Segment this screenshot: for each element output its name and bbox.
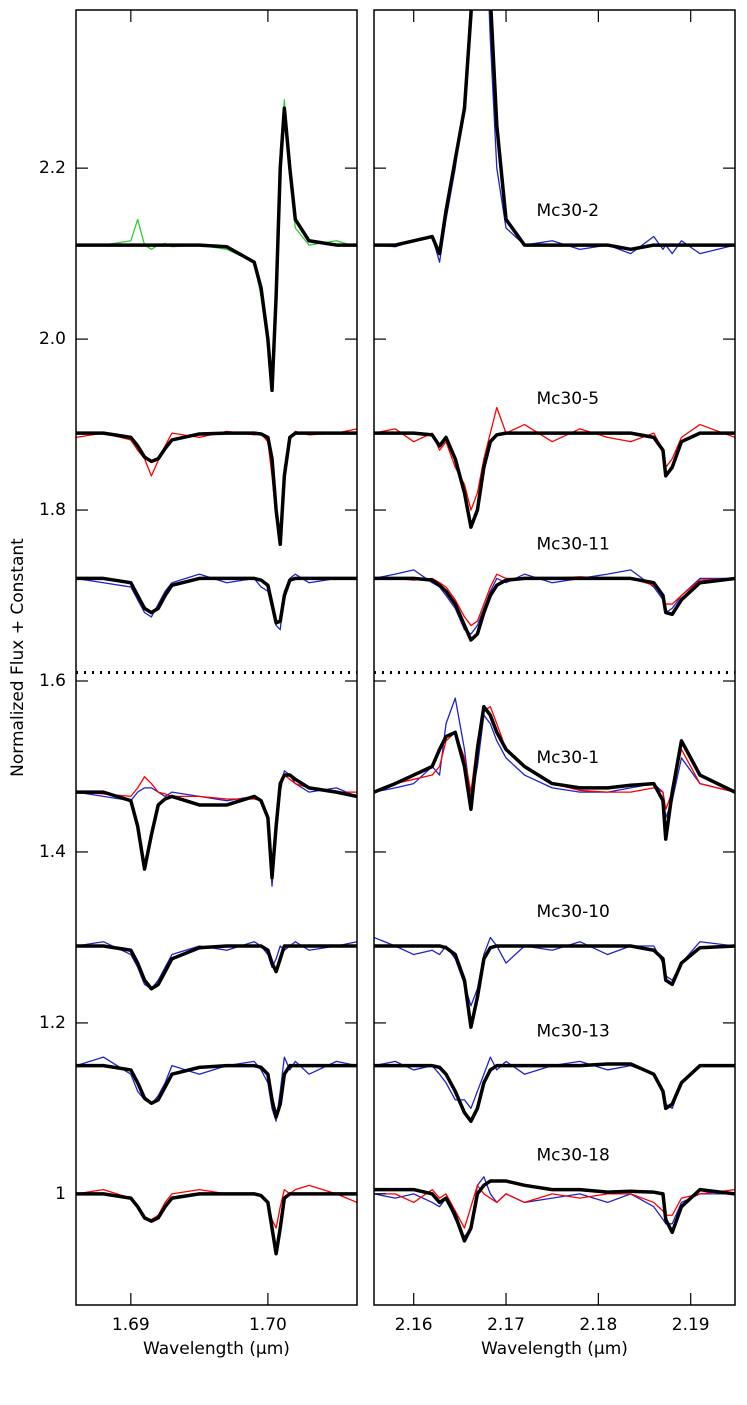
star-label: Mc30-10 [536,902,609,922]
spectrum-line [76,774,357,879]
x-tick-label: 1.69 [112,1315,150,1335]
axes-frame [373,9,736,1306]
star-label: Mc30-2 [536,201,599,221]
spectrum-line [374,706,735,810]
spectrum-line [76,773,357,880]
y-tick-label: 1.8 [39,500,66,520]
star-label: Mc30-11 [536,534,609,554]
spectrum-line [374,944,735,1029]
spectrum-line [76,428,357,537]
spectrum-line [374,406,735,511]
spectrum-line [76,576,357,625]
spectrum-line [374,576,735,642]
x-tick-label: 2.18 [579,1315,617,1335]
plot-area [76,99,357,1256]
x-tick-label: 2.19 [672,1315,710,1335]
spectrum-line [374,1179,735,1243]
x-axis-label: Wavelength (μm) [481,1339,628,1359]
plot-area [374,10,735,1243]
star-label: Mc30-5 [536,389,599,409]
spectrum-line [374,1062,735,1123]
spectrum-line [374,704,735,841]
x-tick-label: 2.16 [395,1315,433,1335]
spectrum-line [76,1063,357,1119]
y-tick-label: 1.4 [39,842,66,862]
axes-frame [75,9,358,1306]
spectrum-line [374,10,735,256]
star-label: Mc30-18 [536,1146,609,1166]
x-tick-label: 2.17 [487,1315,525,1335]
y-tick-label: 1.2 [39,1013,66,1033]
star-label: Mc30-13 [536,1022,609,1042]
spectrum-line [76,106,357,393]
y-axis-label: Normalized Flux + Constant [8,538,28,777]
y-tick-label: 2.2 [39,158,66,178]
y-tick-label: 1 [55,1184,66,1204]
x-tick-label: 1.70 [249,1315,287,1335]
spectrum-line [374,431,735,529]
y-tick-label: 2.0 [39,329,66,349]
spectrum-line [76,1192,357,1256]
star-label: Mc30-1 [536,748,599,768]
spectrum-line [76,431,357,546]
x-axis-label: Wavelength (μm) [143,1339,290,1359]
spectrum-line [76,944,357,991]
spectrum-line [374,10,735,263]
y-tick-label: 1.6 [39,671,66,691]
spectrum-line [76,1184,357,1229]
